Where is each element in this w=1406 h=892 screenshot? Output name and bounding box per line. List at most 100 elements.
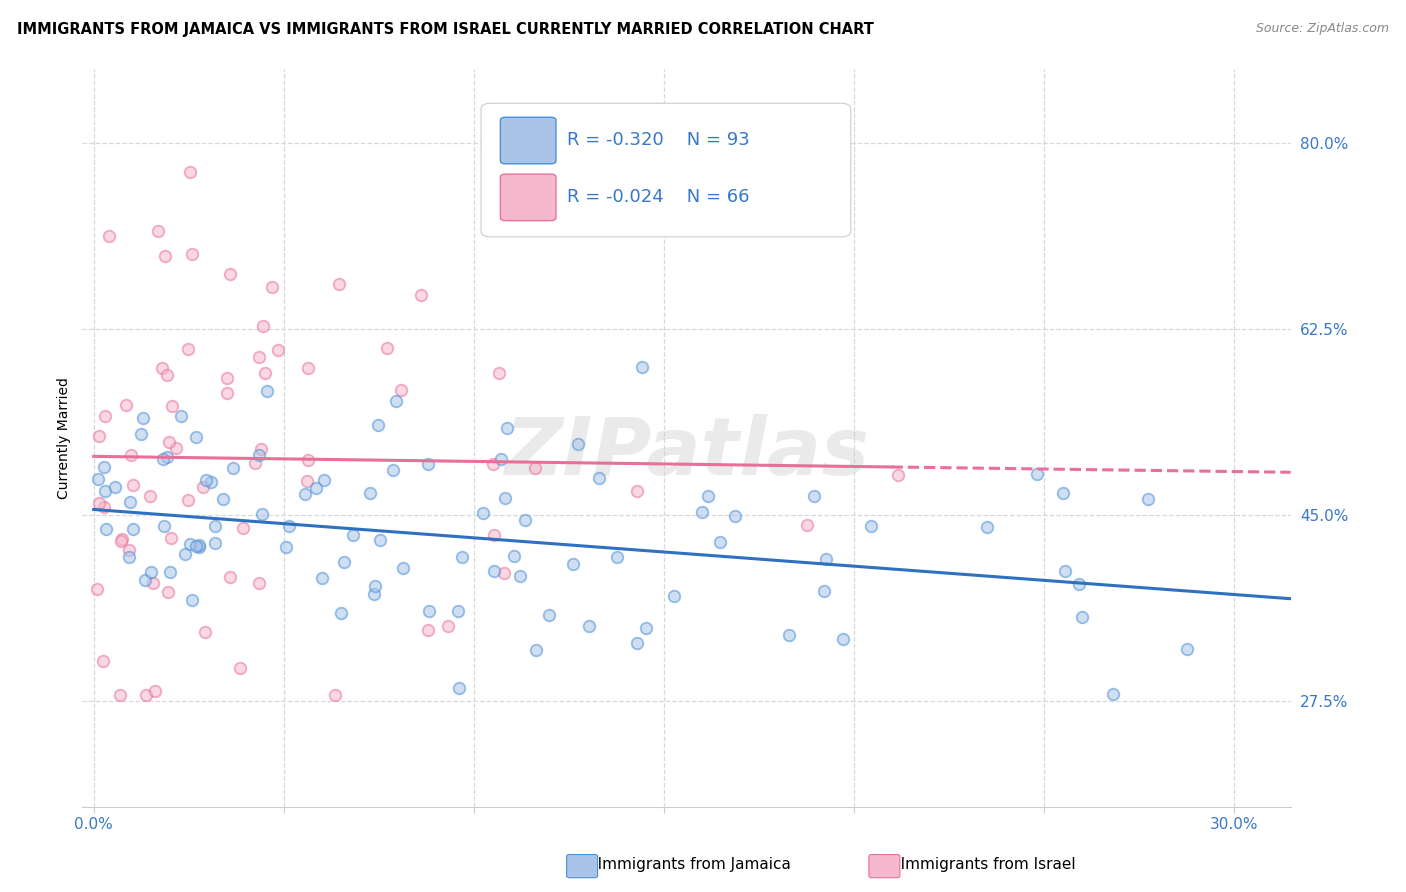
Point — [813, 583, 835, 598]
Point — [447, 604, 470, 618]
Point — [215, 371, 238, 385]
Point — [690, 505, 713, 519]
Point — [94, 483, 117, 498]
Point — [375, 342, 398, 356]
Point — [367, 417, 389, 432]
Point — [181, 247, 204, 261]
Point — [382, 462, 405, 476]
Point — [91, 653, 114, 667]
Point — [186, 539, 208, 553]
Point — [606, 549, 628, 564]
Point — [697, 489, 720, 503]
Point — [117, 549, 139, 564]
Point — [297, 452, 319, 467]
Point — [252, 319, 274, 334]
Point — [803, 489, 825, 503]
Point — [97, 228, 120, 243]
Point — [416, 457, 439, 471]
Point — [200, 475, 222, 490]
Point — [93, 460, 115, 475]
Point — [312, 473, 335, 487]
Point — [814, 551, 837, 566]
Point — [254, 366, 277, 380]
Point — [274, 540, 297, 554]
Point — [488, 367, 510, 381]
Point — [110, 534, 132, 549]
Point — [150, 360, 173, 375]
Point — [496, 421, 519, 435]
Point — [1136, 492, 1159, 507]
Point — [662, 589, 685, 603]
Point — [1071, 609, 1094, 624]
Point — [451, 550, 474, 565]
Point — [524, 643, 547, 657]
Point — [179, 165, 201, 179]
Point — [370, 533, 392, 548]
Point — [143, 684, 166, 698]
Point — [104, 480, 127, 494]
Point — [247, 350, 270, 364]
Point — [342, 527, 364, 541]
Point — [494, 491, 516, 506]
Point — [222, 461, 245, 475]
Point — [218, 570, 240, 584]
Point — [247, 448, 270, 462]
Point — [86, 472, 108, 486]
Point — [111, 532, 134, 546]
Text: Source: ZipAtlas.com: Source: ZipAtlas.com — [1256, 22, 1389, 36]
Point — [250, 507, 273, 521]
Point — [472, 507, 495, 521]
Text: ZIPatlas: ZIPatlas — [503, 414, 869, 491]
Point — [1102, 687, 1125, 701]
Point — [134, 573, 156, 587]
Point — [139, 565, 162, 579]
Point — [626, 484, 648, 499]
Text: Immigrants from Israel: Immigrants from Israel — [886, 857, 1076, 872]
Point — [482, 457, 505, 471]
Point — [626, 636, 648, 650]
Point — [156, 585, 179, 599]
Point — [267, 343, 290, 358]
Point — [489, 451, 512, 466]
Point — [311, 571, 333, 585]
Point — [1026, 467, 1049, 481]
Point — [181, 593, 204, 607]
Text: Immigrants from Jamaica: Immigrants from Jamaica — [583, 857, 792, 872]
Point — [212, 491, 235, 506]
Point — [120, 448, 142, 462]
Point — [194, 625, 217, 640]
Point — [297, 361, 319, 376]
Point — [94, 522, 117, 536]
Point — [330, 606, 353, 620]
Point — [160, 531, 183, 545]
Point — [333, 556, 356, 570]
Point — [328, 277, 350, 291]
Point — [153, 519, 176, 533]
Point — [887, 467, 910, 482]
Text: R = -0.320    N = 93: R = -0.320 N = 93 — [567, 131, 749, 149]
Point — [484, 564, 506, 578]
Point — [121, 478, 143, 492]
Point — [305, 481, 328, 495]
Point — [513, 513, 536, 527]
Point — [389, 383, 412, 397]
Point — [578, 618, 600, 632]
Point — [157, 434, 180, 449]
Point — [142, 576, 165, 591]
Point — [1067, 577, 1090, 591]
Text: R = -0.024    N = 66: R = -0.024 N = 66 — [567, 188, 749, 206]
Point — [524, 461, 547, 475]
Point — [249, 442, 271, 456]
Point — [122, 522, 145, 536]
Point — [796, 517, 818, 532]
Y-axis label: Currently Married: Currently Married — [58, 376, 72, 499]
Point — [89, 495, 111, 509]
Point — [153, 249, 176, 263]
Point — [193, 480, 215, 494]
Point — [709, 535, 731, 549]
Point — [325, 689, 347, 703]
Point — [120, 495, 142, 509]
Point — [492, 566, 515, 581]
Point — [195, 474, 218, 488]
Point — [1054, 564, 1077, 578]
